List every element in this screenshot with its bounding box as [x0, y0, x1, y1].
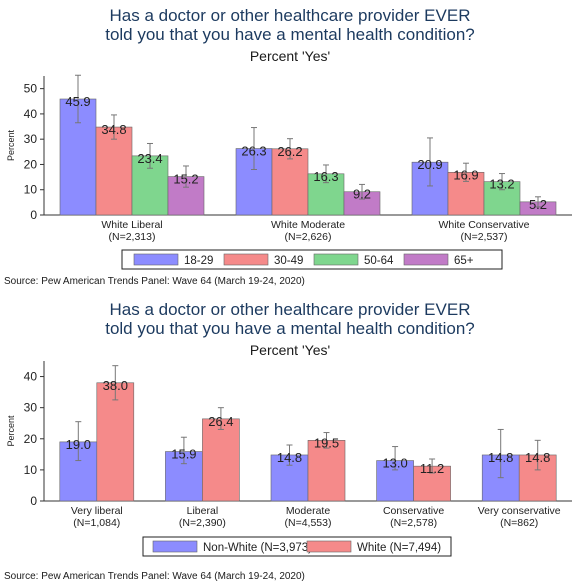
legend-swatch — [152, 540, 198, 553]
data-label: 15.2 — [173, 172, 198, 187]
x-category-n: (N=1,084) — [73, 517, 120, 529]
data-label: 19.0 — [66, 437, 91, 452]
y-tick-label: 50 — [24, 82, 38, 96]
x-category-n: (N=2,578) — [390, 517, 437, 529]
x-category-n: (N=2,390) — [179, 517, 226, 529]
x-category-n: (N=2,537) — [461, 231, 508, 243]
data-label: 14.8 — [488, 450, 513, 465]
data-label: 13.2 — [489, 177, 514, 192]
y-tick-label: 0 — [30, 208, 37, 222]
x-category-label: White Moderate — [271, 219, 345, 231]
x-category-n: (N=4,553) — [285, 517, 332, 529]
data-label: 14.8 — [277, 450, 302, 465]
bar-chart-ideology: 0 10 20 30 40 Percent 19.0 38.0 Very liberal(N=1… — [6, 361, 572, 557]
chart-subtitle: Percent 'Yes' — [249, 342, 331, 358]
data-label: 19.5 — [314, 435, 339, 450]
data-label: 16.3 — [313, 169, 338, 184]
bar — [202, 418, 240, 502]
x-category-n: (N=2,313) — [109, 231, 156, 243]
x-category-label: Moderate — [286, 505, 331, 517]
chart-subtitle: Percent 'Yes' — [249, 48, 331, 64]
y-tick-label: 20 — [24, 157, 38, 171]
legend-label: 50-64 — [364, 255, 394, 267]
chart-title-line-2: told you that you have a mental health c… — [105, 25, 475, 44]
y-tick-label: 40 — [24, 107, 38, 121]
y-tick-label: 20 — [24, 432, 38, 446]
legend-label: 30-49 — [274, 255, 303, 267]
x-category-label: Liberal — [187, 505, 219, 517]
data-label: 5.2 — [529, 197, 547, 212]
y-axis-label: Percent — [6, 415, 16, 447]
legend-label: 65+ — [454, 255, 474, 267]
data-label: 13.0 — [382, 456, 407, 471]
chart-title: Has a doctor or other healthcare provide… — [0, 300, 580, 338]
legend-label: 18-29 — [184, 255, 213, 267]
bar — [271, 148, 309, 216]
y-tick-label: 40 — [24, 370, 38, 384]
legend-swatch — [403, 253, 449, 266]
y-axis-label: Percent — [6, 129, 16, 161]
chart-title: Has a doctor or other healthcare provide… — [0, 6, 580, 44]
x-category-label: Conservative — [383, 505, 444, 517]
legend-swatch — [133, 253, 179, 266]
chart-panel-age: Has a doctor or other healthcare provide… — [0, 6, 580, 287]
chart-title-line-2: told you that you have a mental health c… — [105, 319, 475, 338]
bar-chart-age: 0 10 20 30 40 50 Percent 45.9 34.8 23.4 15.2 White … — [6, 74, 572, 270]
y-tick-label: 30 — [24, 132, 38, 146]
source-note: Source: Pew American Trends Panel: Wave … — [4, 276, 305, 287]
chart-title-line-1: Has a doctor or other healthcare provide… — [109, 6, 471, 25]
data-label: 16.9 — [453, 167, 478, 182]
data-label: 9.2 — [353, 187, 371, 202]
data-label: 20.9 — [417, 157, 442, 172]
data-label: 38.0 — [103, 378, 128, 393]
y-tick-label: 30 — [24, 401, 38, 415]
legend-label: White (N=7,494) — [357, 542, 441, 554]
x-category-label: White Conservative — [438, 219, 529, 231]
y-tick-label: 0 — [30, 494, 37, 508]
data-label: 45.9 — [65, 94, 90, 109]
data-label: 26.2 — [277, 144, 302, 159]
bar — [96, 382, 135, 502]
x-category-label: White Liberal — [101, 219, 162, 231]
data-label: 11.2 — [420, 461, 444, 476]
source-note: Source: Pew American Trends Panel: Wave … — [4, 571, 305, 582]
legend-label: Non-White (N=3,973) — [203, 542, 312, 554]
data-label: 14.8 — [525, 450, 550, 465]
legend-swatch — [306, 540, 352, 553]
y-tick-label: 10 — [24, 183, 38, 197]
data-label: 34.8 — [101, 122, 126, 137]
legend-swatch — [223, 253, 269, 266]
chart-title-line-1: Has a doctor or other healthcare provide… — [109, 300, 471, 319]
data-label: 23.4 — [137, 151, 162, 166]
x-category-label: Very liberal — [71, 505, 123, 517]
bar — [95, 126, 133, 216]
data-label: 15.9 — [171, 447, 196, 462]
chart-panel-ideology: Has a doctor or other healthcare provide… — [0, 292, 580, 584]
x-category-label: Very conservative — [478, 505, 561, 517]
data-label: 26.3 — [241, 144, 266, 159]
legend-swatch — [313, 253, 359, 266]
data-label: 26.4 — [208, 414, 233, 429]
x-category-n: (N=2,626) — [285, 231, 332, 243]
y-tick-label: 10 — [24, 463, 38, 477]
x-category-n: (N=862) — [500, 517, 538, 529]
legend-box — [142, 536, 452, 557]
